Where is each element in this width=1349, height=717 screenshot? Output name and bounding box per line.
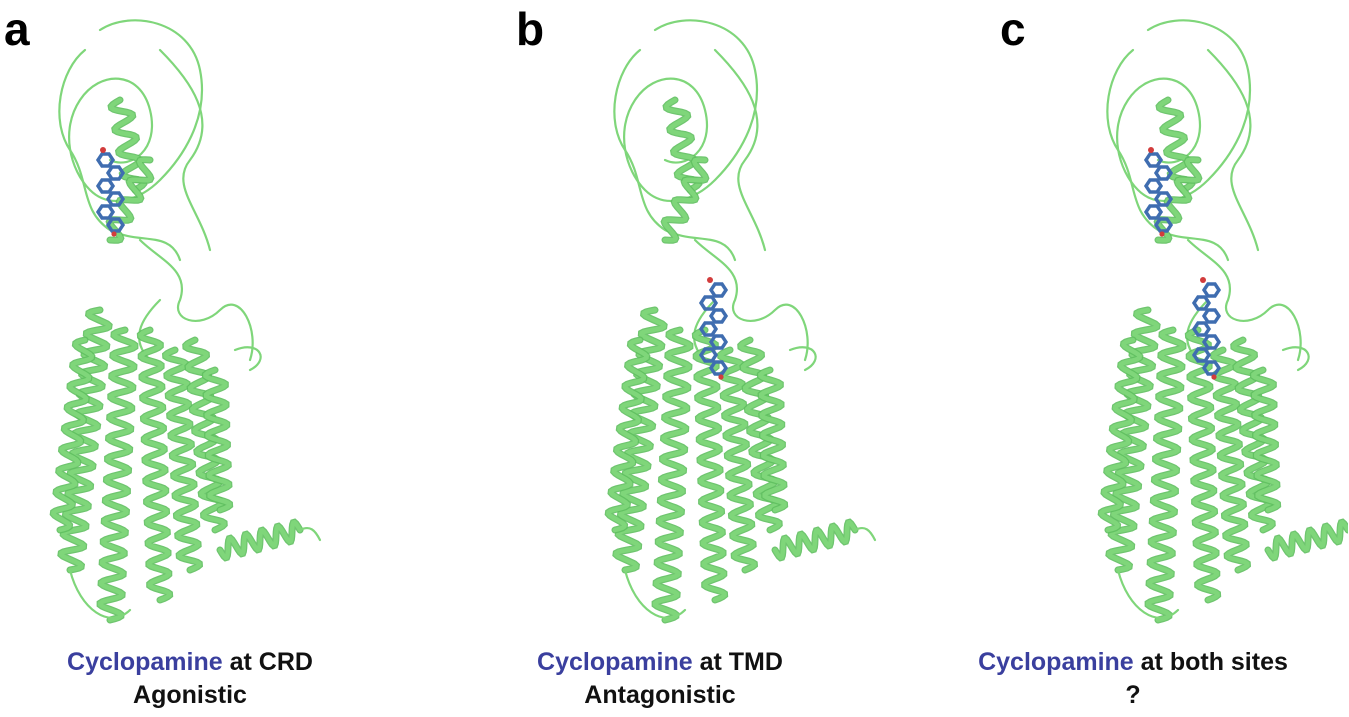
- caption: Cyclopamine at both sites ?: [923, 646, 1343, 712]
- effect-label: Antagonistic: [584, 681, 736, 709]
- panel-b: b Cyclopamine at TMD Antagonistic: [470, 0, 890, 717]
- panel-c: c Cyclopamine at both sites ?: [928, 0, 1348, 717]
- effect-label: ?: [1125, 681, 1141, 709]
- panel-letter: c: [1000, 3, 1026, 55]
- caption: Cyclopamine at CRD Agonistic: [0, 646, 400, 712]
- protein-structure-image: [1097, 19, 1348, 624]
- binding-site: at CRD: [222, 648, 313, 676]
- cyclopamine-ligand: [1191, 277, 1222, 380]
- drug-name: Cyclopamine: [537, 648, 693, 676]
- caption: Cyclopamine at TMD Antagonistic: [450, 646, 870, 712]
- effect-label: Agonistic: [133, 681, 247, 709]
- cyclopamine-ligand: [1143, 147, 1174, 237]
- binding-site: at TMD: [692, 648, 783, 676]
- protein-structure-image: [49, 19, 322, 624]
- cyclopamine-ligand: [698, 277, 729, 380]
- panel-letter: b: [516, 3, 545, 55]
- protein-structure-image: [604, 19, 877, 624]
- drug-name: Cyclopamine: [978, 648, 1134, 676]
- cyclopamine-ligand: [95, 147, 126, 237]
- binding-site: at both sites: [1133, 648, 1288, 676]
- drug-name: Cyclopamine: [67, 648, 223, 676]
- panel-letter: a: [4, 3, 30, 55]
- panel-a: a Cyclopamine at CRD Agonistic: [0, 0, 420, 717]
